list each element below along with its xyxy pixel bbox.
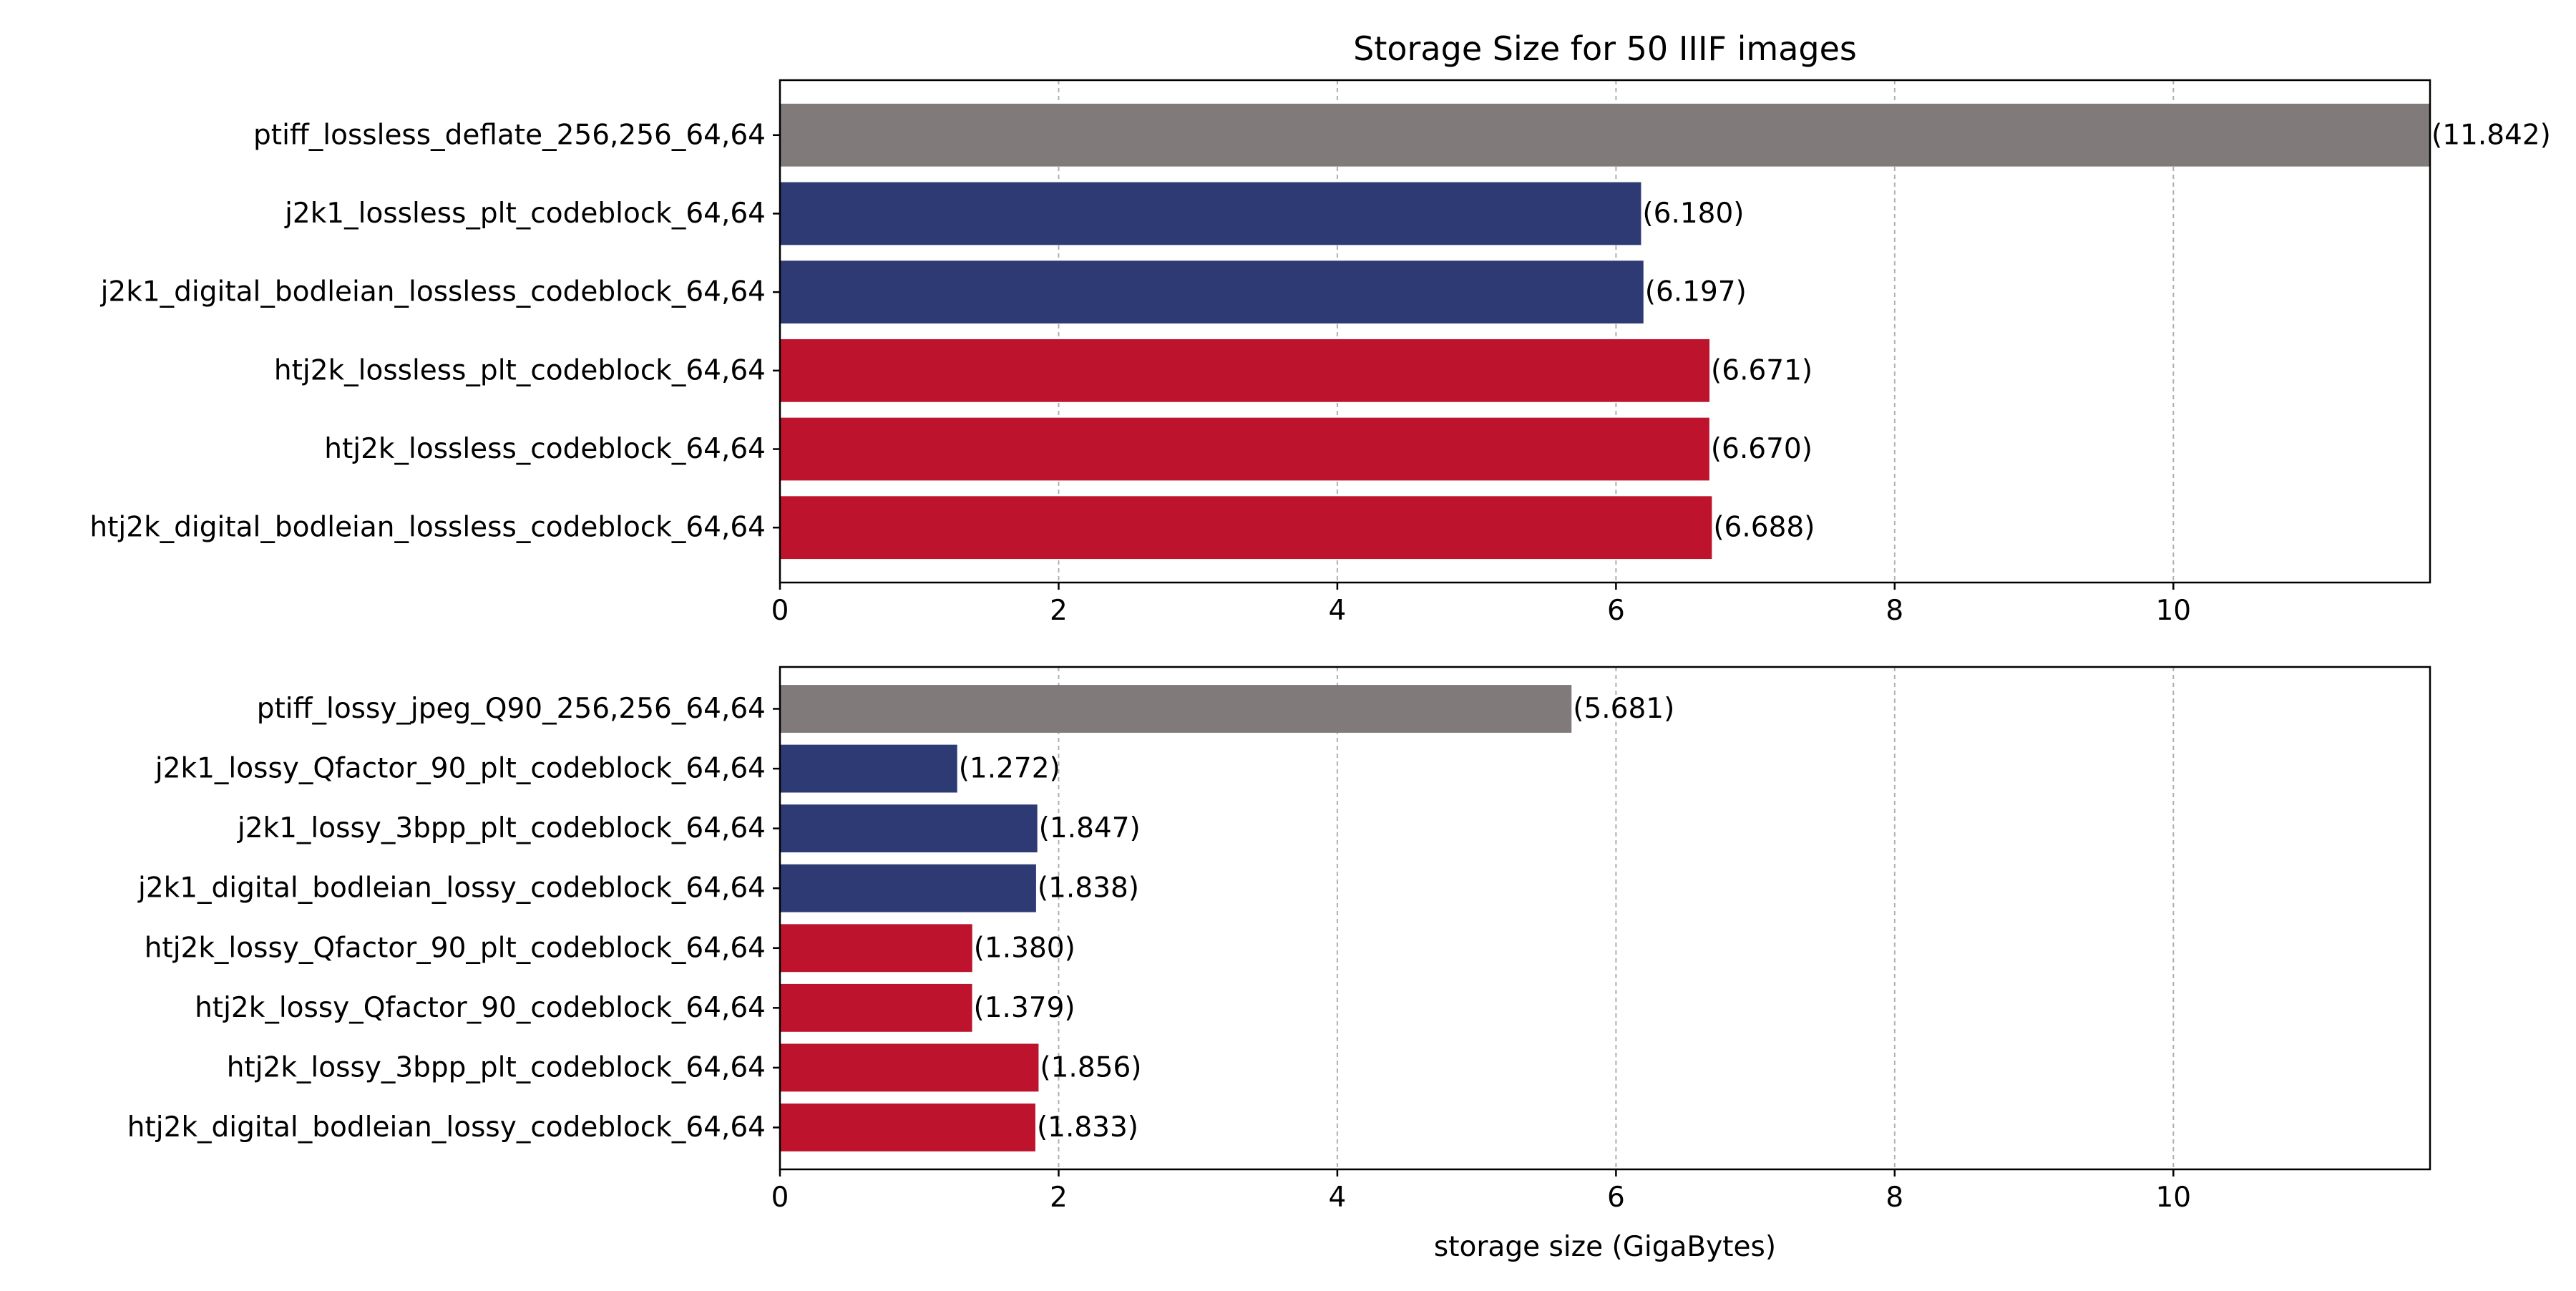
lossless-value-label-3: (6.671) xyxy=(1711,354,1813,386)
lossless-value-label-2: (6.197) xyxy=(1645,276,1747,308)
lossy-value-label-4: (1.380) xyxy=(974,932,1075,964)
lossless-value-label-5: (6.688) xyxy=(1713,512,1815,544)
x-axis-label: storage size (GigaBytes) xyxy=(1434,1231,1776,1263)
lossy-bar-0 xyxy=(780,685,1572,733)
lossless-value-label-4: (6.670) xyxy=(1711,433,1813,465)
lossy-category-label-7: htj2k_digital_bodleian_lossy_codeblock_6… xyxy=(127,1111,766,1144)
lossy-category-label-3: j2k1_digital_bodleian_lossy_codeblock_64… xyxy=(137,872,766,905)
lossless-bar-2 xyxy=(780,260,1644,324)
lossy-value-label-7: (1.833) xyxy=(1037,1111,1138,1144)
lossy-xtick-label-0: 0 xyxy=(771,1182,789,1214)
lossless-bar-5 xyxy=(780,496,1712,560)
lossless-category-label-5: htj2k_digital_bodleian_lossless_codebloc… xyxy=(89,512,766,544)
lossy-category-label-0: ptiff_lossy_jpeg_Q90_256,256_64,64 xyxy=(257,693,766,725)
lossy-xtick-label-4: 8 xyxy=(1885,1182,1903,1214)
lossless-category-label-3: htj2k_lossless_plt_codeblock_64,64 xyxy=(274,354,766,386)
lossless-bar-0 xyxy=(780,103,2430,167)
chart-title: Storage Size for 50 IIIF images xyxy=(1353,29,1857,68)
lossless-category-label-0: ptiff_lossless_deflate_256,256_64,64 xyxy=(253,119,766,151)
lossy-axes-frame xyxy=(779,666,2431,1171)
lossy-category-label-5: htj2k_lossy_Qfactor_90_codeblock_64,64 xyxy=(195,992,766,1024)
lossless-xtick-label-2: 4 xyxy=(1329,595,1347,627)
lossless-xtick-label-4: 8 xyxy=(1885,595,1903,627)
lossy-value-label-5: (1.379) xyxy=(974,992,1075,1024)
lossless-bar-1 xyxy=(780,182,1641,245)
lossy-bar-6 xyxy=(780,1043,1039,1092)
lossy-panel: ptiff_lossy_jpeg_Q90_256,256_64,64 (5.681… xyxy=(127,666,2431,1214)
lossless-xtick-label-5: 10 xyxy=(2155,595,2191,627)
lossy-xtick-label-5: 10 xyxy=(2155,1182,2191,1214)
lossless-xtick-label-3: 6 xyxy=(1607,595,1625,627)
lossless-value-label-1: (6.180) xyxy=(1642,198,1744,230)
lossy-category-label-4: htj2k_lossy_Qfactor_90_plt_codeblock_64,… xyxy=(145,932,766,964)
lossless-category-label-4: htj2k_lossless_codeblock_64,64 xyxy=(324,433,766,465)
lossless-xtick-label-0: 0 xyxy=(771,595,789,627)
lossless-axes-frame xyxy=(779,79,2431,584)
lossless-bar-3 xyxy=(780,338,1710,402)
lossy-bar-3 xyxy=(780,864,1036,912)
lossy-xtick-label-2: 4 xyxy=(1329,1182,1347,1214)
lossy-value-label-1: (1.272) xyxy=(959,753,1060,785)
lossless-category-label-1: j2k1_lossless_plt_codeblock_64,64 xyxy=(284,198,766,230)
lossy-bar-4 xyxy=(780,924,972,973)
lossy-bar-1 xyxy=(780,744,957,793)
lossy-bar-7 xyxy=(780,1104,1035,1151)
lossy-xtick-label-1: 2 xyxy=(1050,1182,1068,1214)
lossy-category-label-2: j2k1_lossy_3bpp_plt_codeblock_64,64 xyxy=(237,812,766,844)
lossy-xtick-label-3: 6 xyxy=(1607,1182,1625,1214)
lossless-xtick-label-1: 2 xyxy=(1050,595,1068,627)
lossy-value-label-0: (5.681) xyxy=(1573,693,1674,725)
lossy-category-label-1: j2k1_lossy_Qfactor_90_plt_codeblock_64,6… xyxy=(155,753,766,785)
lossy-bar-5 xyxy=(780,983,972,1032)
lossless-bar-4 xyxy=(780,417,1709,481)
lossy-category-label-6: htj2k_lossy_3bpp_plt_codeblock_64,64 xyxy=(227,1051,766,1083)
lossy-value-label-2: (1.847) xyxy=(1039,812,1141,844)
lossless-value-label-0: (11.842) xyxy=(2431,119,2551,151)
lossless-category-label-2: j2k1_digital_bodleian_lossless_codeblock… xyxy=(100,276,766,308)
lossy-bar-2 xyxy=(780,804,1038,853)
lossless-panel: ptiff_lossless_deflate_256,256_64,64 (11.… xyxy=(89,79,2551,627)
lossy-value-label-6: (1.856) xyxy=(1040,1051,1141,1083)
lossy-value-label-3: (1.838) xyxy=(1038,872,1139,905)
